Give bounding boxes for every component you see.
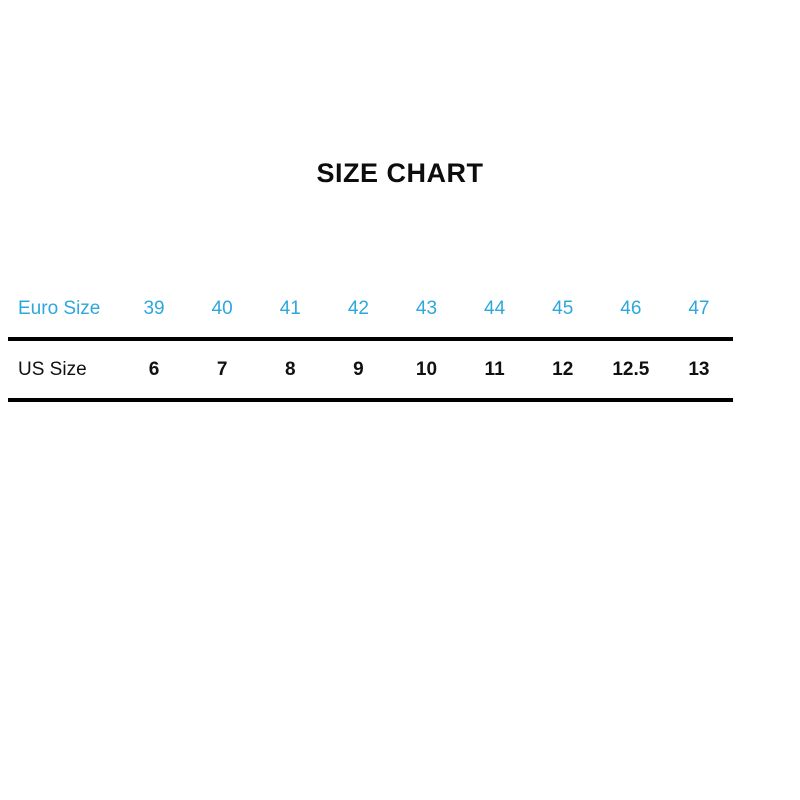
us-size-value: 10 [415, 358, 438, 380]
us-size-row-label: US Size [18, 358, 87, 380]
euro-size-value: 39 [143, 297, 165, 319]
euro-size-value: 47 [688, 297, 710, 319]
divider-rule-top [8, 337, 733, 341]
euro-size-value: 43 [415, 297, 438, 319]
us-size-row: US Size 6 7 8 9 10 11 12 12.5 13 [8, 341, 733, 398]
euro-size-value: 42 [347, 297, 369, 319]
us-size-value: 11 [484, 358, 505, 380]
us-size-value: 9 [353, 358, 364, 380]
us-size-value: 12.5 [612, 358, 650, 380]
us-size-value: 7 [216, 358, 228, 380]
euro-size-row: Euro Size 39 40 41 42 43 44 45 46 47 [8, 280, 733, 337]
euro-size-value: 46 [620, 297, 642, 319]
us-size-value: 8 [284, 358, 296, 380]
us-size-value: 12 [552, 358, 574, 380]
euro-size-value: 41 [279, 297, 301, 319]
euro-size-value: 45 [552, 297, 574, 319]
divider-rule-bottom [8, 398, 733, 402]
euro-size-value: 40 [211, 297, 233, 319]
us-size-value: 6 [148, 358, 160, 380]
page-title: SIZE CHART [316, 158, 484, 188]
euro-size-row-label: Euro Size [18, 297, 101, 319]
euro-size-value: 44 [484, 297, 506, 319]
size-conversion-table: Euro Size 39 40 41 42 43 44 45 46 47 US … [8, 280, 733, 402]
us-size-value: 13 [688, 358, 710, 380]
